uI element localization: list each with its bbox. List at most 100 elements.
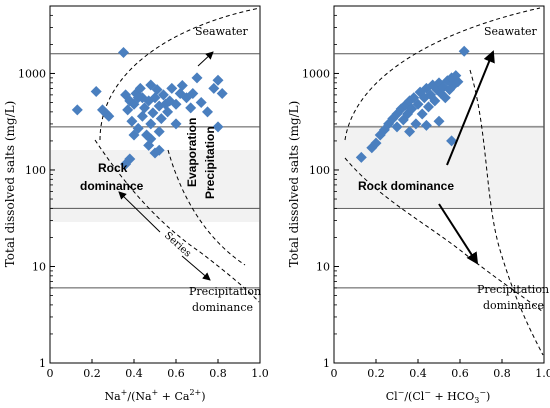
left-x-tick-label: 0.8 bbox=[209, 367, 227, 380]
right-y-tick-label: 1 bbox=[323, 357, 330, 370]
right-data-point bbox=[420, 119, 432, 131]
left-envelope-upper bbox=[99, 7, 261, 141]
left-x-ticks: 0 0.2 0.4 0.6 0.8 1.0 bbox=[47, 359, 269, 380]
left-data-point bbox=[120, 158, 132, 170]
right-data-point bbox=[446, 135, 458, 147]
left-rock-dominance-line2: dominance bbox=[80, 179, 144, 193]
left-data-point bbox=[136, 110, 148, 122]
left-y-tick-label: 100 bbox=[25, 164, 46, 177]
right-precipitation-dominance-line2: dominance bbox=[483, 299, 544, 312]
left-data-point bbox=[71, 104, 83, 116]
left-data-point bbox=[155, 113, 167, 125]
left-precipitation-label: Precipitation bbox=[203, 126, 217, 199]
right-y-axis-label: Total dissolved salts (mg/L) bbox=[287, 101, 301, 268]
right-data-point bbox=[429, 95, 441, 107]
left-y-axis-label: Total dissolved salts (mg/L) bbox=[3, 101, 17, 268]
left-x-tick-label: 0.6 bbox=[167, 367, 185, 380]
left-envelope-curves bbox=[94, 7, 261, 303]
left-plot-frame bbox=[49, 5, 261, 364]
left-precipitation-dominance-line2: dominance bbox=[192, 301, 253, 314]
left-data-point bbox=[145, 118, 157, 130]
right-reference-lines bbox=[334, 53, 544, 289]
left-reference-lines bbox=[50, 53, 260, 289]
right-x-tick-label: 1.0 bbox=[535, 367, 550, 380]
right-data-point bbox=[412, 98, 424, 110]
left-data-point bbox=[162, 106, 174, 118]
left-x-tick-label: 1.0 bbox=[251, 367, 269, 380]
left-data-point bbox=[212, 121, 224, 133]
left-data-points bbox=[71, 46, 228, 170]
left-data-point bbox=[151, 84, 163, 96]
left-data-point bbox=[170, 98, 182, 110]
left-data-point bbox=[185, 102, 197, 114]
right-x-tick-label: 0 bbox=[331, 367, 338, 380]
left-envelope-inner bbox=[167, 149, 246, 266]
right-envelope-upper bbox=[344, 7, 541, 141]
right-data-point bbox=[370, 137, 382, 149]
right-data-point bbox=[416, 108, 428, 120]
left-data-point bbox=[149, 92, 161, 104]
right-data-point bbox=[410, 118, 422, 130]
left-data-point bbox=[134, 82, 146, 94]
right-data-point bbox=[433, 115, 445, 127]
right-data-point bbox=[404, 126, 416, 138]
left-data-point bbox=[208, 82, 220, 94]
left-data-point bbox=[147, 107, 159, 119]
left-evaporation-label: Evaporation bbox=[185, 118, 199, 187]
left-series-arrow-down bbox=[181, 255, 211, 281]
left-data-point bbox=[120, 89, 132, 101]
right-chart: 0 0.2 0.4 0.6 0.8 1.0 1 10 100 1000 Seawater Roc… bbox=[287, 5, 550, 405]
left-data-point bbox=[128, 129, 140, 141]
left-x-tick-label: 0.4 bbox=[125, 367, 143, 380]
left-data-point bbox=[212, 74, 224, 86]
left-y-tick-label: 1 bbox=[39, 357, 46, 370]
left-data-point bbox=[176, 80, 188, 92]
left-y-tick-label: 10 bbox=[32, 260, 46, 273]
left-x-axis-label: Na+/(Na+ + Ca2+) bbox=[104, 388, 205, 403]
right-x-tick-label: 0.8 bbox=[493, 367, 511, 380]
left-chart: 0 0.2 0.4 0.6 0.8 1.0 1 10 100 1000 Seawater Roc… bbox=[3, 5, 269, 403]
right-upper-arrow bbox=[446, 50, 495, 166]
left-data-point bbox=[166, 82, 178, 94]
left-data-point bbox=[187, 87, 199, 99]
right-y-tick-label: 100 bbox=[309, 164, 330, 177]
right-data-point bbox=[439, 92, 451, 104]
right-y-tick-label: 10 bbox=[316, 260, 330, 273]
right-data-point bbox=[355, 151, 367, 163]
left-shaded-band bbox=[51, 150, 259, 222]
left-data-point bbox=[118, 46, 129, 58]
right-y-ticks: 1 10 100 1000 bbox=[302, 5, 339, 370]
right-x-ticks: 0 0.2 0.4 0.6 0.8 1.0 bbox=[331, 359, 550, 380]
left-seawater-label: Seawater bbox=[195, 25, 249, 38]
right-precipitation-dominance-line1: Precipitation bbox=[477, 283, 549, 296]
right-data-point bbox=[452, 76, 464, 88]
right-lower-arrow bbox=[438, 203, 479, 265]
left-x-tick-label: 0.2 bbox=[83, 367, 101, 380]
right-data-point bbox=[423, 101, 434, 113]
right-envelope-right bbox=[469, 69, 544, 356]
left-data-point bbox=[136, 92, 148, 104]
left-rock-dominance-line1: Rock bbox=[98, 161, 128, 175]
left-data-point bbox=[145, 133, 157, 145]
right-plot-frame bbox=[333, 5, 545, 364]
right-rock-dominance-label: Rock dominance bbox=[358, 179, 454, 193]
left-data-point bbox=[195, 97, 207, 109]
left-data-point bbox=[191, 72, 203, 84]
left-data-point bbox=[126, 115, 138, 127]
right-seawater-label: Seawater bbox=[484, 25, 538, 38]
right-envelope-curves bbox=[344, 7, 544, 356]
left-data-point bbox=[90, 86, 102, 98]
left-data-point bbox=[153, 126, 165, 138]
right-x-axis-label: Cl−/(Cl− + HCO3−) bbox=[386, 388, 491, 405]
right-shaded-band bbox=[335, 125, 543, 207]
left-seawater-arrow bbox=[197, 51, 214, 67]
right-y-tick-label: 1000 bbox=[302, 67, 330, 80]
right-x-tick-label: 0.6 bbox=[451, 367, 469, 380]
right-envelope-lower bbox=[344, 157, 544, 313]
left-series-label: Series bbox=[162, 230, 193, 259]
left-data-point bbox=[139, 102, 150, 114]
left-data-point bbox=[157, 89, 169, 101]
left-data-point bbox=[216, 87, 228, 99]
left-data-point bbox=[170, 118, 182, 130]
